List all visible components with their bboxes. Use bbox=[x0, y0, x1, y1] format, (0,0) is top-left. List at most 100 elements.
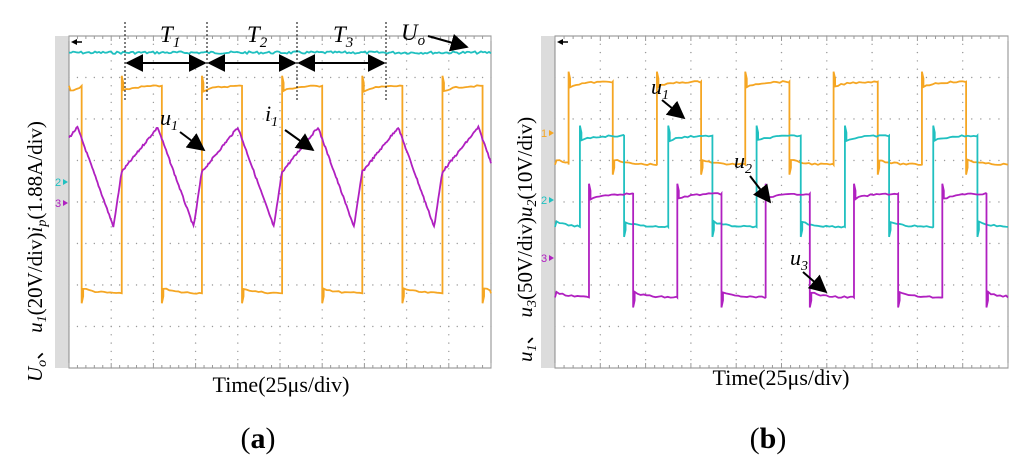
grid-dot bbox=[110, 176, 112, 178]
grid-dot bbox=[826, 334, 828, 336]
grid-dot bbox=[363, 217, 366, 220]
grid-dot bbox=[194, 110, 197, 112]
grid-dot bbox=[262, 118, 264, 120]
grid-dot bbox=[110, 60, 112, 62]
grid-dot bbox=[599, 193, 601, 195]
grid-dot bbox=[798, 284, 801, 286]
panel-a-period-markers bbox=[124, 22, 387, 100]
grid-dot bbox=[304, 118, 307, 120]
grid-dot bbox=[363, 126, 366, 128]
grid-dot bbox=[690, 342, 692, 344]
grid-dot bbox=[363, 309, 366, 311]
grid-dot bbox=[405, 168, 408, 170]
grid-dot bbox=[744, 242, 746, 245]
grid-dot bbox=[690, 359, 692, 361]
grid-dot bbox=[617, 118, 620, 120]
grid-dot bbox=[456, 118, 458, 120]
grid-dot bbox=[735, 118, 737, 120]
grid-dot bbox=[152, 359, 155, 361]
grid-dot bbox=[135, 118, 138, 120]
grid-dot bbox=[916, 292, 919, 294]
grid-dot bbox=[448, 325, 450, 328]
grid-dot bbox=[798, 242, 801, 245]
grid-dot bbox=[554, 325, 556, 328]
grid-dot bbox=[744, 284, 746, 286]
grid-dot bbox=[118, 76, 121, 79]
grid-dot bbox=[608, 201, 611, 203]
panel-a-ylabel: Uo、u1(20V/div)ip(1.88A/div) bbox=[23, 121, 50, 382]
channel-marker-arrow bbox=[549, 255, 554, 261]
grid-dot bbox=[194, 284, 197, 286]
grid-dot bbox=[110, 234, 112, 236]
grid-dot bbox=[152, 76, 155, 79]
grid-dot bbox=[599, 234, 601, 236]
grid-dot bbox=[152, 68, 155, 70]
grid-dot bbox=[380, 284, 382, 286]
grid-dot bbox=[296, 325, 298, 328]
grid-dot bbox=[962, 226, 964, 228]
grid-dot bbox=[690, 325, 692, 328]
grid-dot bbox=[110, 143, 112, 145]
grid-dot bbox=[590, 159, 592, 162]
grid-dot bbox=[363, 300, 366, 303]
grid-dot bbox=[490, 242, 492, 245]
grid-dot bbox=[211, 118, 214, 120]
grid-dot bbox=[405, 93, 408, 95]
grid-dot bbox=[448, 242, 450, 245]
grid-dot bbox=[962, 118, 964, 120]
grid-dot bbox=[439, 325, 442, 328]
grid-dot bbox=[161, 325, 163, 328]
grid-dot bbox=[389, 201, 391, 203]
grid-dot bbox=[296, 76, 298, 79]
grid-dot bbox=[431, 76, 433, 79]
grid-dot bbox=[346, 201, 349, 203]
grid-dot bbox=[780, 259, 783, 261]
grid-dot bbox=[581, 76, 583, 79]
grid-dot bbox=[194, 134, 197, 137]
grid-dot bbox=[690, 267, 692, 270]
grid-dot bbox=[835, 242, 837, 245]
grid-dot bbox=[144, 118, 146, 120]
grid-dot bbox=[962, 309, 964, 311]
grid-dot bbox=[844, 284, 846, 286]
grid-dot bbox=[980, 118, 982, 120]
grid-dot bbox=[635, 76, 638, 79]
grid-dot bbox=[780, 342, 783, 344]
grid-dot bbox=[253, 325, 256, 328]
grid-dot bbox=[178, 242, 180, 245]
grid-dot bbox=[110, 126, 112, 128]
annotation-i1: i1 bbox=[265, 101, 278, 130]
grid-dot bbox=[152, 267, 155, 270]
grid-dot bbox=[934, 159, 937, 162]
grid-dot bbox=[237, 242, 239, 245]
grid-dot bbox=[653, 159, 656, 162]
grid-dot bbox=[907, 159, 910, 162]
grid-dot bbox=[971, 201, 973, 203]
grid-dot bbox=[780, 118, 783, 120]
grid-dot bbox=[826, 159, 828, 162]
grid-dot bbox=[363, 276, 366, 278]
grid-dot bbox=[708, 284, 710, 286]
grid-dot bbox=[644, 251, 647, 253]
grid-dot bbox=[237, 43, 239, 45]
grid-dot bbox=[681, 201, 683, 203]
grid-dot bbox=[943, 201, 946, 203]
grid-dot bbox=[422, 201, 425, 203]
grid-dot bbox=[473, 118, 475, 120]
grid-dot bbox=[871, 184, 873, 187]
grid-dot bbox=[644, 209, 647, 211]
grid-dot bbox=[644, 110, 647, 112]
grid-dot bbox=[448, 159, 450, 162]
grid-dot bbox=[262, 159, 264, 162]
grid-dot bbox=[681, 242, 683, 245]
grid-dot bbox=[321, 350, 323, 353]
grid-dot bbox=[355, 242, 357, 245]
annotation-T2: T2 bbox=[247, 22, 268, 51]
grid-dot bbox=[85, 325, 87, 328]
grid-dot bbox=[448, 300, 450, 303]
grid-dot bbox=[76, 159, 79, 162]
grid-dot bbox=[789, 76, 792, 79]
grid-dot bbox=[563, 201, 565, 203]
grid-dot bbox=[152, 60, 155, 62]
